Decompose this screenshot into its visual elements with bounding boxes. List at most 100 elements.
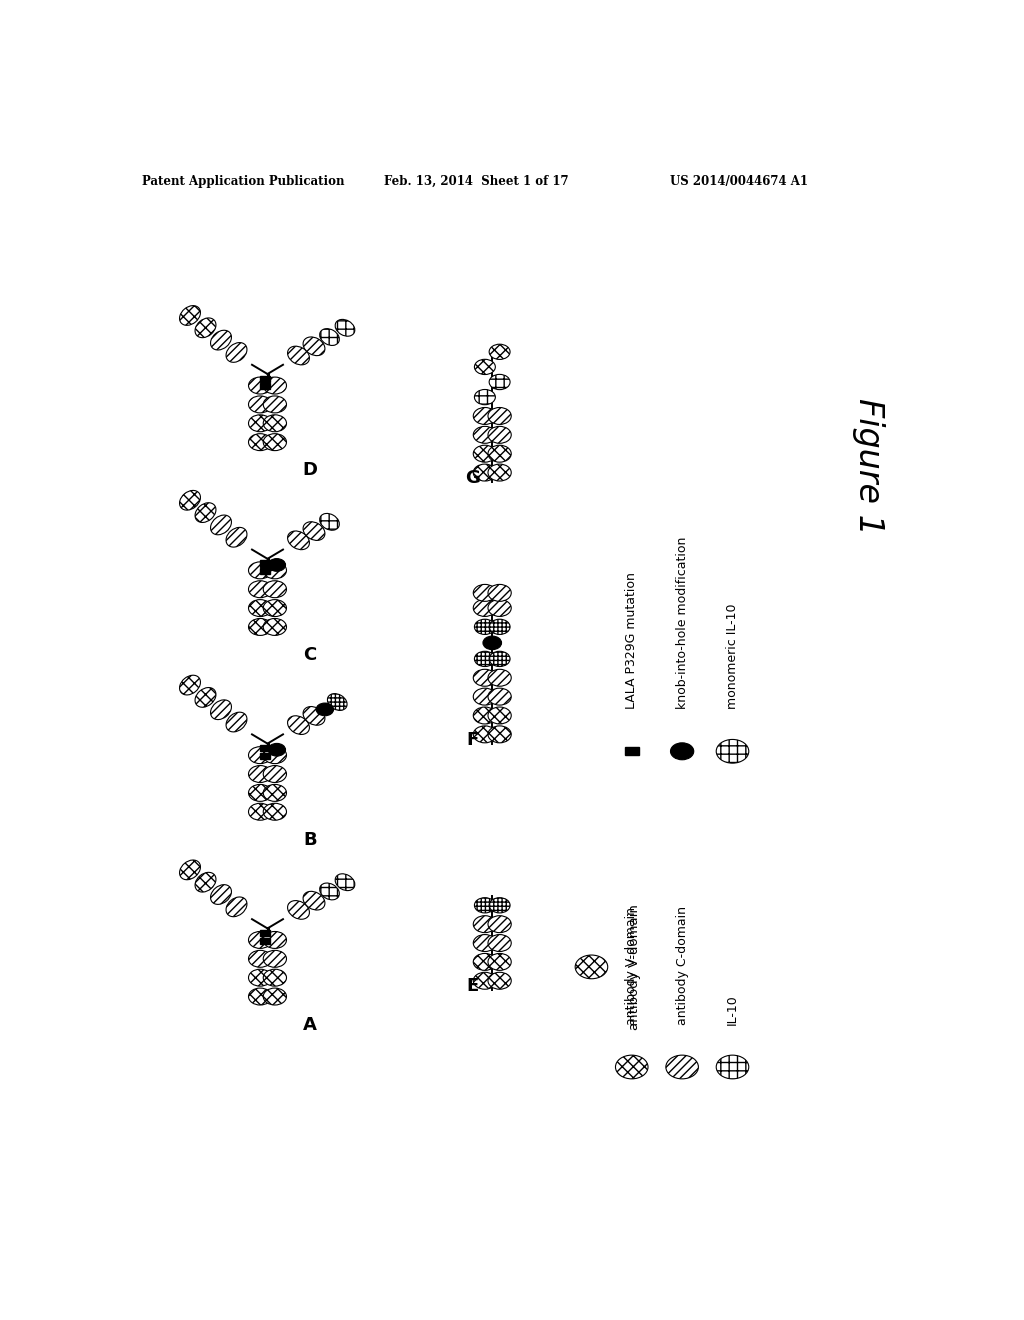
Text: Figure 1: Figure 1 <box>852 397 885 535</box>
Ellipse shape <box>263 804 287 820</box>
Text: B: B <box>303 830 317 849</box>
Ellipse shape <box>288 900 309 919</box>
Text: US 2014/0044674 A1: US 2014/0044674 A1 <box>671 176 809 187</box>
Ellipse shape <box>488 973 511 989</box>
Ellipse shape <box>263 766 287 783</box>
Bar <box>260 376 270 381</box>
Ellipse shape <box>303 337 325 355</box>
Ellipse shape <box>488 669 511 686</box>
Ellipse shape <box>473 585 497 602</box>
Ellipse shape <box>179 491 201 510</box>
Ellipse shape <box>474 898 496 913</box>
Text: Patent Application Publication: Patent Application Publication <box>142 176 344 187</box>
Ellipse shape <box>249 599 271 616</box>
Ellipse shape <box>473 426 497 444</box>
Text: antibody C-domain: antibody C-domain <box>676 906 688 1024</box>
Ellipse shape <box>319 513 339 531</box>
Ellipse shape <box>263 581 287 598</box>
Ellipse shape <box>615 1055 648 1078</box>
Ellipse shape <box>488 445 511 462</box>
Ellipse shape <box>473 935 497 952</box>
Ellipse shape <box>716 739 749 763</box>
Ellipse shape <box>263 378 287 395</box>
Ellipse shape <box>288 346 309 364</box>
Text: Feb. 13, 2014  Sheet 1 of 17: Feb. 13, 2014 Sheet 1 of 17 <box>384 176 569 187</box>
Ellipse shape <box>328 693 347 710</box>
Ellipse shape <box>473 708 497 723</box>
Bar <box>260 383 270 389</box>
Ellipse shape <box>488 408 511 425</box>
Text: D: D <box>303 461 317 479</box>
Ellipse shape <box>226 898 247 916</box>
Ellipse shape <box>263 747 287 763</box>
Ellipse shape <box>268 558 286 572</box>
Text: G: G <box>466 469 480 487</box>
Text: IL-10: IL-10 <box>726 994 739 1024</box>
Ellipse shape <box>303 706 325 725</box>
Ellipse shape <box>488 916 511 933</box>
Ellipse shape <box>263 950 287 968</box>
Ellipse shape <box>263 434 287 450</box>
Ellipse shape <box>249 378 271 395</box>
Ellipse shape <box>249 619 271 635</box>
Bar <box>260 929 270 936</box>
Ellipse shape <box>489 651 510 667</box>
Bar <box>260 937 270 944</box>
Ellipse shape <box>303 521 325 540</box>
Text: E: E <box>467 977 479 995</box>
Ellipse shape <box>489 619 510 635</box>
Ellipse shape <box>249 434 271 450</box>
Ellipse shape <box>473 688 497 705</box>
Ellipse shape <box>473 953 497 970</box>
Ellipse shape <box>263 414 287 432</box>
Ellipse shape <box>249 804 271 820</box>
Bar <box>260 560 270 566</box>
Ellipse shape <box>249 414 271 432</box>
Ellipse shape <box>211 515 231 535</box>
Ellipse shape <box>474 359 496 375</box>
Ellipse shape <box>488 708 511 723</box>
Ellipse shape <box>489 898 510 913</box>
Ellipse shape <box>195 503 216 523</box>
Ellipse shape <box>474 389 496 405</box>
Text: monomeric IL-10: monomeric IL-10 <box>726 603 739 709</box>
Ellipse shape <box>474 651 496 667</box>
Bar <box>260 752 270 759</box>
Ellipse shape <box>488 585 511 602</box>
Ellipse shape <box>473 973 497 989</box>
Ellipse shape <box>195 873 216 892</box>
Ellipse shape <box>288 531 309 549</box>
Ellipse shape <box>473 726 497 743</box>
Ellipse shape <box>249 784 271 801</box>
Ellipse shape <box>249 950 271 968</box>
Ellipse shape <box>488 726 511 743</box>
Ellipse shape <box>303 891 325 909</box>
Ellipse shape <box>288 715 309 734</box>
Ellipse shape <box>488 599 511 616</box>
Ellipse shape <box>268 743 286 756</box>
Ellipse shape <box>319 329 339 346</box>
Ellipse shape <box>226 528 247 546</box>
Ellipse shape <box>263 562 287 579</box>
Text: C: C <box>303 645 316 664</box>
Ellipse shape <box>263 396 287 413</box>
Bar <box>260 568 270 574</box>
Ellipse shape <box>249 989 271 1005</box>
Ellipse shape <box>716 1055 749 1078</box>
Ellipse shape <box>249 747 271 763</box>
Text: antibody V-domain: antibody V-domain <box>628 904 641 1030</box>
Ellipse shape <box>474 619 496 635</box>
Ellipse shape <box>179 861 201 879</box>
Ellipse shape <box>473 599 497 616</box>
Ellipse shape <box>666 1055 698 1078</box>
Ellipse shape <box>473 445 497 462</box>
Ellipse shape <box>488 465 511 480</box>
Ellipse shape <box>211 330 231 350</box>
Bar <box>260 744 270 751</box>
Text: A: A <box>303 1015 317 1034</box>
Ellipse shape <box>263 784 287 801</box>
Ellipse shape <box>335 874 355 891</box>
Ellipse shape <box>249 396 271 413</box>
Ellipse shape <box>249 562 271 579</box>
Ellipse shape <box>195 688 216 708</box>
